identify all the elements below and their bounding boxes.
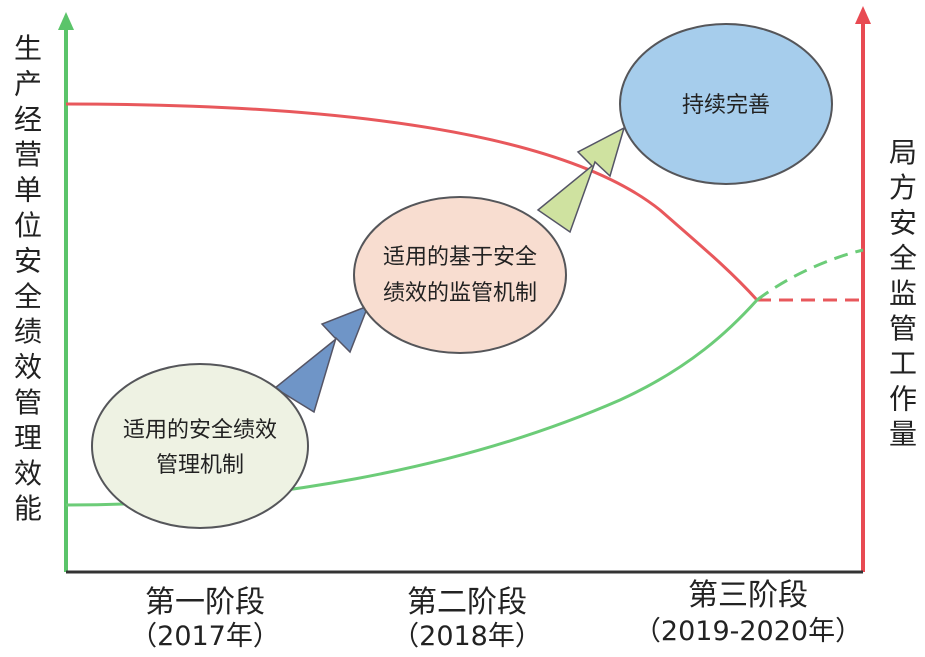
arrow-stage1-to-stage2	[273, 304, 370, 414]
left-axis-label-char-2: 经	[14, 103, 42, 136]
left-axis-label-char-3: 营	[14, 138, 42, 171]
right-axis-label-char-0: 局	[889, 136, 917, 169]
left-axis-label-char-0: 生	[14, 32, 42, 65]
bubble-stage2: 适用的基于安全 绩效的监管机制	[353, 196, 567, 354]
stage-labels: 第一阶段 （2017年） 第二阶段 （2018年） 第三阶段 （2019-202…	[130, 578, 862, 652]
right-axis-label-char-6: 工	[889, 347, 917, 380]
right-axis-label-char-5: 管	[889, 312, 917, 345]
right-axis-label-char-8: 量	[889, 418, 917, 451]
bubble-stage3: 持续完善	[619, 23, 833, 185]
bubble-stage3-shape	[619, 23, 833, 185]
left-axis-label-char-5: 位	[14, 209, 42, 242]
arrow-stage2-to-stage3	[536, 126, 626, 234]
left-axis-label-char-13: 能	[14, 492, 42, 525]
bubble-stage2-line2: 绩效的监管机制	[383, 281, 537, 306]
stage-2-years: （2018年）	[392, 621, 542, 652]
green-curve-dashed	[756, 248, 864, 302]
left-axis-label-char-8: 绩	[14, 315, 42, 348]
right-axis-label-char-1: 方	[889, 171, 917, 204]
left-axis-label-char-6: 安	[14, 244, 42, 277]
bubble-stage2-line1: 适用的基于安全	[383, 245, 537, 270]
bubble-stage1-line1: 适用的安全绩效	[123, 418, 277, 443]
left-axis-arrowhead	[58, 12, 74, 30]
bubble-stage1-shape	[91, 363, 309, 529]
bubble-stage2-shape	[353, 196, 567, 354]
left-axis-label-char-11: 理	[14, 421, 42, 454]
bubble-stage3-line1: 持续完善	[682, 93, 770, 118]
bubble-stage1: 适用的安全绩效 管理机制	[91, 363, 309, 529]
right-axis-label-char-4: 监	[889, 277, 917, 310]
left-axis-label-char-7: 全	[14, 280, 42, 313]
right-axis-arrowhead	[855, 6, 871, 24]
stage-3-name: 第三阶段	[688, 578, 808, 613]
stage-2-name: 第二阶段	[407, 585, 527, 620]
stage-1-name: 第一阶段	[145, 585, 265, 620]
left-axis-label-char-12: 效	[14, 457, 42, 490]
bubble-stage1-line2: 管理机制	[156, 453, 244, 478]
right-axis-label-char-2: 安	[889, 206, 917, 239]
right-axis-label-char-7: 作	[889, 382, 917, 415]
left-axis-label-char-10: 管	[14, 386, 42, 419]
stage-1-years: （2017年）	[130, 621, 280, 652]
left-axis-label-char-1: 产	[14, 67, 42, 100]
stage-3-years: （2019-2020年）	[634, 616, 862, 647]
left-axis-label-char-9: 效	[14, 351, 42, 384]
left-axis-label-char-4: 单	[14, 174, 42, 207]
red-curve	[65, 102, 759, 302]
right-axis-label-char-3: 全	[889, 242, 917, 275]
stage-arrows	[273, 126, 626, 414]
axes	[58, 6, 871, 574]
